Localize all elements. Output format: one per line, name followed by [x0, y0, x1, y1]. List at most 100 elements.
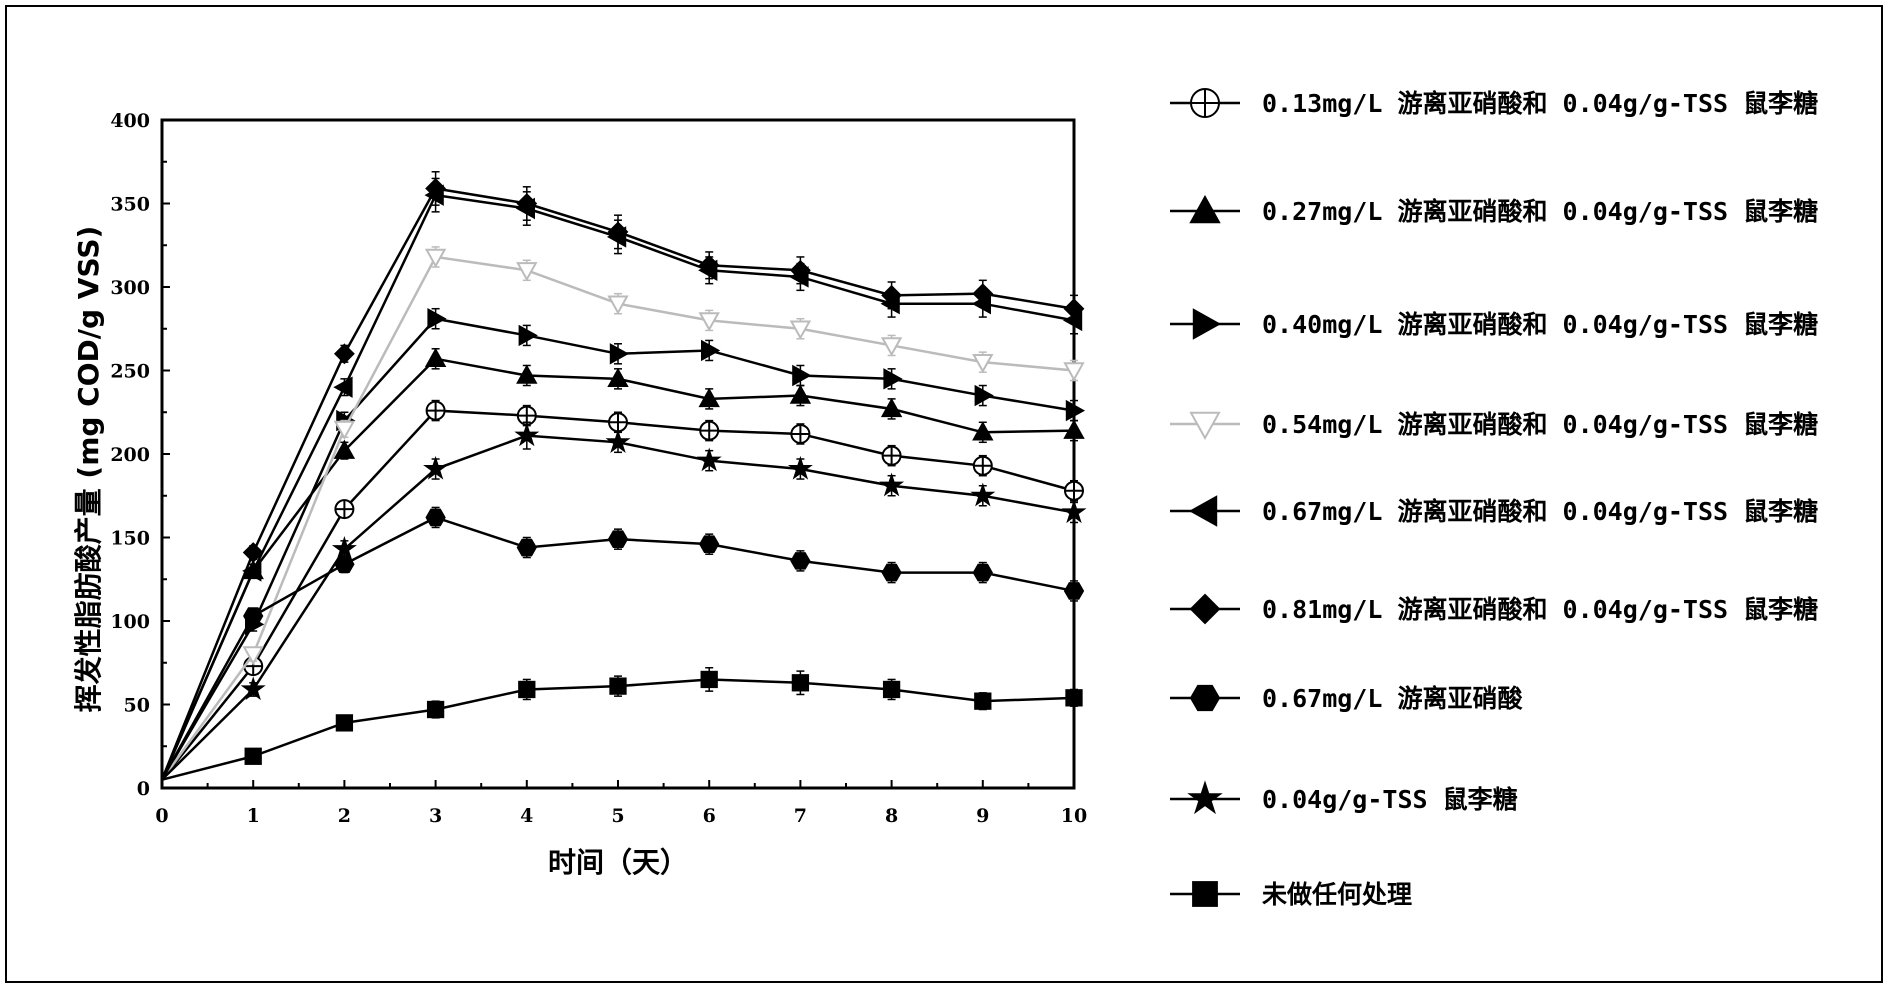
data-point [607, 295, 629, 315]
data-point [425, 178, 447, 199]
marker-shape [1063, 582, 1085, 600]
marker-shape [1065, 689, 1083, 707]
data-point [789, 384, 812, 404]
data-point [333, 343, 355, 365]
data-point [789, 320, 812, 340]
legend-label: 0.67mg/L 游离亚硝酸 [1262, 684, 1523, 713]
data-point [970, 482, 996, 507]
data-point [425, 508, 446, 527]
series-line [161, 434, 1075, 781]
y-tick-label: 50 [124, 695, 150, 717]
marker-shape [789, 320, 812, 340]
x-tick-label: 9 [976, 805, 989, 827]
data-point [698, 387, 720, 408]
data-point [696, 447, 722, 472]
marker-shape [242, 646, 264, 666]
marker-shape [698, 254, 720, 276]
x-tick-label: 7 [794, 805, 807, 827]
marker-shape [1063, 298, 1085, 320]
data-point [974, 384, 994, 407]
marker-shape [974, 692, 992, 710]
legend-item-2: 0.27mg/L 游离亚硝酸和 0.04g/g-TSS 鼠李糖 [1170, 194, 1818, 226]
marker-shape [609, 677, 627, 695]
data-point [790, 423, 811, 444]
marker-shape [972, 353, 994, 374]
marker-shape [972, 421, 994, 441]
legend-item-4: 0.54mg/L 游离亚硝酸和 0.04g/g-TSS 鼠李糖 [1170, 410, 1818, 441]
x-tick-label: 8 [885, 805, 898, 827]
data-point [426, 700, 445, 719]
data-point [879, 472, 905, 497]
marker-shape [607, 295, 629, 315]
data-point [882, 680, 901, 699]
marker-shape [881, 284, 903, 306]
data-point [516, 262, 538, 282]
marker-shape [244, 747, 262, 765]
data-point [881, 563, 902, 582]
x-tick-label: 10 [1061, 805, 1087, 827]
marker-shape [331, 536, 357, 560]
plot-area: 0 50 100 150 200 250 300 350 400 0 1 2 3 4 5 6 7 8 9 10 [110, 110, 1087, 827]
legend-label: 0.40mg/L 游离亚硝酸和 0.04g/g-TSS 鼠李糖 [1262, 310, 1818, 339]
legend-label: 未做任何处理 [1262, 880, 1412, 909]
y-tick-label: 400 [110, 110, 150, 132]
legend-marker [1189, 194, 1221, 224]
x-tick-label: 0 [155, 805, 168, 827]
data-point [424, 347, 447, 368]
legend-item-1: 0.13mg/L 游离亚硝酸和 0.04g/g-TSS 鼠李糖 [1170, 88, 1818, 118]
marker-shape [424, 248, 447, 268]
marker-shape [701, 339, 721, 362]
x-tick-label: 5 [611, 805, 624, 827]
marker-shape [698, 312, 720, 332]
marker-shape [1061, 499, 1087, 524]
series-8 [161, 421, 1087, 781]
marker-shape [1187, 780, 1223, 815]
marker-shape [1189, 411, 1221, 441]
x-tick-label: 3 [429, 805, 442, 827]
data-point [698, 254, 720, 276]
marker-shape [792, 364, 812, 387]
data-point [699, 535, 720, 553]
marker-shape [972, 283, 994, 305]
marker-shape [881, 563, 902, 582]
data-point [607, 221, 629, 243]
y-axis-title: 挥发性脂肪酸产量 (mg COD/g VSS) [72, 226, 105, 713]
data-point [242, 560, 262, 582]
marker-shape [1063, 362, 1085, 382]
marker-shape [607, 530, 629, 548]
marker-shape [880, 397, 903, 418]
data-point [242, 542, 264, 563]
data-point [608, 412, 628, 433]
marker-shape [1063, 419, 1085, 439]
marker-shape [423, 455, 449, 480]
marker-shape [426, 700, 445, 719]
legend-marker [1187, 780, 1223, 815]
legend-label: 0.27mg/L 游离亚硝酸和 0.04g/g-TSS 鼠李糖 [1262, 197, 1818, 226]
data-point [516, 193, 538, 214]
legend-marker [1189, 593, 1221, 625]
data-point [427, 308, 447, 330]
legend-label: 0.13mg/L 游离亚硝酸和 0.04g/g-TSS 鼠李糖 [1262, 89, 1818, 118]
data-point [243, 607, 264, 625]
marker-shape [974, 384, 994, 407]
legend-item-7: 0.67mg/L 游离亚硝酸 [1170, 684, 1523, 713]
marker-shape [240, 676, 266, 701]
marker-shape [700, 670, 718, 689]
legend-item-6: 0.81mg/L 游离亚硝酸和 0.04g/g-TSS 鼠李糖 [1170, 593, 1818, 625]
data-point [881, 284, 903, 306]
data-point [699, 420, 720, 441]
marker-shape [791, 674, 810, 692]
legend: 0.13mg/L 游离亚硝酸和 0.04g/g-TSS 鼠李糖 0.27mg/L … [1170, 88, 1818, 909]
marker-shape [607, 367, 629, 388]
data-point [334, 499, 355, 520]
marker-shape [516, 538, 537, 557]
data-point [701, 339, 721, 362]
legend-marker [1189, 684, 1221, 712]
data-point [607, 367, 629, 388]
y-tick-label: 350 [110, 194, 150, 216]
marker-shape [516, 262, 538, 282]
marker-shape [1189, 593, 1221, 625]
y-tick-label: 250 [110, 361, 150, 383]
marker-shape [516, 193, 538, 214]
